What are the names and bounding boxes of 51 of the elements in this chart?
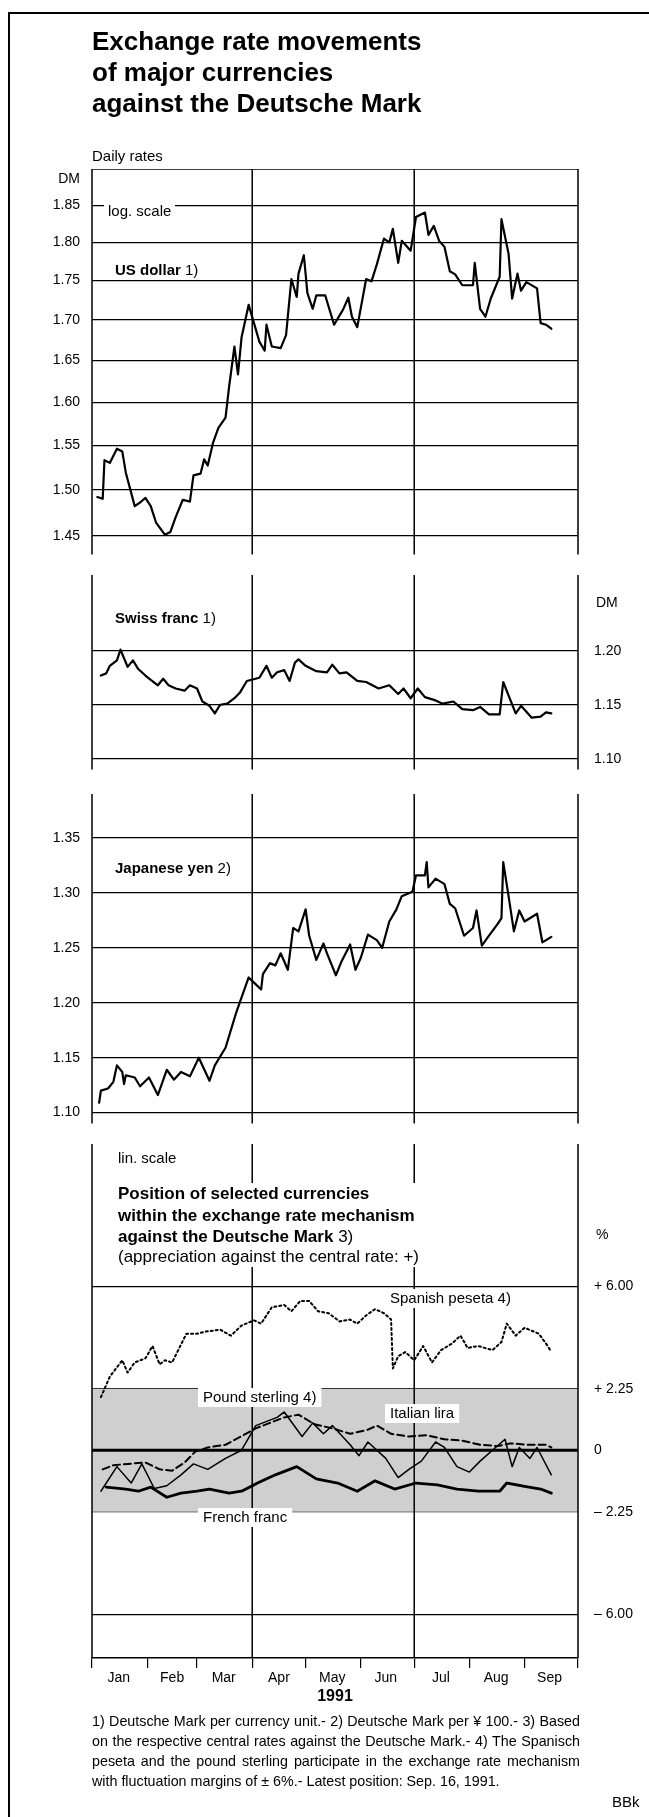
text: Position of selected currencies within the exchange rate mechanism against the Deutsche Mark 3) <box>118 1184 415 1246</box>
y2-tick-label: 0 <box>594 1441 602 1458</box>
y2-axis-title: DM <box>596 594 618 610</box>
series-label: Italian lira <box>390 1404 455 1421</box>
text: (appreciation against the central rate: +) <box>114 1247 423 1267</box>
y-tick-label: 1.50 <box>52 480 81 497</box>
y-tick-label: 1.20 <box>52 993 81 1010</box>
text: US dollar 1) <box>115 261 199 278</box>
x-tick-label: Feb <box>160 1669 185 1686</box>
y2-tick-label: 1.10 <box>594 749 622 766</box>
text: Japanese yen 2) <box>115 859 231 876</box>
y-tick-label: 1.55 <box>52 436 81 453</box>
x-axis-title: 1991 <box>317 1686 353 1704</box>
series-label: French franc <box>203 1508 288 1525</box>
y2-tick-label: 1.20 <box>594 641 622 658</box>
series-label: Swiss franc 1) <box>115 609 216 626</box>
x-tick-label: Jan <box>107 1669 130 1686</box>
y2-tick-label: + 6.00 <box>594 1277 634 1294</box>
annotation: log. scale <box>104 202 176 219</box>
x-tick-label: Aug <box>483 1669 509 1686</box>
y2-tick-label: – 6.00 <box>594 1605 634 1622</box>
y2-tick-label: – 2.25 <box>594 1502 634 1519</box>
x-tick-label: Apr <box>268 1669 291 1686</box>
series-label: Pound sterling 4) <box>203 1388 317 1405</box>
y2-axis-title: % <box>596 1226 609 1242</box>
y-tick-label: 1.25 <box>52 938 81 955</box>
y-tick-label: 1.10 <box>52 1103 81 1120</box>
y-tick-label: 1.60 <box>52 393 81 410</box>
annotation: lin. scale <box>114 1149 181 1166</box>
y2-tick-label: 1.15 <box>594 695 622 712</box>
x-tick-label: May <box>319 1669 346 1686</box>
chart-subtitle: Daily rates <box>92 147 163 164</box>
y-axis-title: DM <box>58 170 80 186</box>
y-tick-label: 1.45 <box>52 526 81 543</box>
chart-title: Exchange rate movements of major currencies against the Deutsche Mark <box>92 26 422 118</box>
y-tick-label: 1.80 <box>52 233 81 250</box>
y-tick-label: 1.70 <box>52 310 81 327</box>
y-tick-label: 1.75 <box>52 271 81 288</box>
x-tick-label: Jul <box>431 1669 450 1686</box>
x-tick-label: Mar <box>211 1669 237 1686</box>
text: 1) Deutsche Mark per currency unit.- 2) Deutsche Mark per ¥ 100.- 3) Based on the respective central rates against the Deutsche Mark.- 4) The Spanisch peseta and the pound sterling participate in the exchange rate mechanism with fluctuation margins of ± 6%.- Latest position: Sep. 16, 1991. <box>92 1712 580 1791</box>
y-tick-label: 1.35 <box>52 828 81 845</box>
y-tick-label: 1.85 <box>52 196 81 213</box>
text: BBk <box>612 1793 640 1810</box>
y-tick-label: 1.30 <box>52 883 81 900</box>
series-label: Spanish peseta 4) <box>390 1289 511 1306</box>
x-tick-label: Jun <box>374 1669 398 1686</box>
y-tick-label: 1.15 <box>52 1048 81 1065</box>
y-tick-label: 1.65 <box>52 351 81 368</box>
y2-tick-label: + 2.25 <box>594 1379 634 1396</box>
x-tick-label: Sep <box>537 1669 563 1686</box>
